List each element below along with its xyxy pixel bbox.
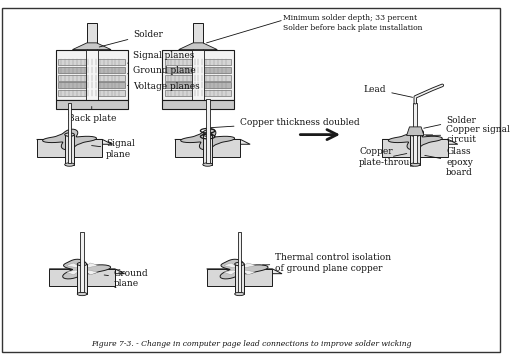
Polygon shape (43, 129, 97, 150)
Bar (77, 264, 87, 294)
Polygon shape (85, 263, 97, 267)
Ellipse shape (410, 163, 420, 166)
Polygon shape (179, 43, 217, 50)
Bar (56, 100, 128, 108)
Bar (86, 50, 98, 100)
Bar (58, 59, 125, 65)
Polygon shape (37, 139, 112, 144)
Polygon shape (224, 270, 237, 275)
Text: Copper thickness doubled: Copper thickness doubled (211, 118, 359, 128)
Polygon shape (49, 269, 115, 286)
Bar (165, 82, 231, 88)
Ellipse shape (203, 163, 213, 166)
Text: Ground plane: Ground plane (127, 66, 196, 75)
Bar (206, 99, 210, 163)
Polygon shape (382, 139, 448, 157)
Polygon shape (67, 263, 79, 267)
Text: Copper signal
circuit: Copper signal circuit (426, 125, 510, 144)
Bar (413, 103, 417, 163)
Bar (410, 135, 420, 165)
Text: Minimum solder depth; 33 percent
Solder before back plate installation: Minimum solder depth; 33 percent Solder … (283, 14, 422, 32)
Polygon shape (243, 263, 255, 267)
Polygon shape (206, 269, 272, 286)
Polygon shape (85, 270, 97, 275)
Bar (162, 50, 234, 100)
Bar (56, 50, 128, 100)
Ellipse shape (64, 163, 74, 166)
Bar (193, 23, 203, 50)
Text: Back plate: Back plate (68, 107, 116, 123)
Polygon shape (220, 259, 268, 279)
Bar (165, 75, 231, 81)
Text: Solder: Solder (424, 116, 476, 128)
Polygon shape (67, 270, 79, 275)
Polygon shape (243, 270, 255, 275)
Polygon shape (72, 43, 111, 50)
Text: Thermal control isolation
of ground plane copper: Thermal control isolation of ground plan… (263, 253, 392, 273)
Text: Figure 7-3. - Change in computer page lead connections to improve solder wicking: Figure 7-3. - Change in computer page le… (91, 340, 411, 348)
Polygon shape (175, 139, 250, 144)
Bar (58, 75, 125, 81)
Ellipse shape (235, 292, 244, 296)
Polygon shape (175, 139, 240, 157)
Text: Voltage planes: Voltage planes (127, 82, 200, 91)
Polygon shape (63, 259, 111, 279)
Text: Glass
epoxy
board: Glass epoxy board (425, 147, 473, 177)
Bar (58, 82, 125, 88)
Bar (68, 103, 71, 163)
Bar (165, 59, 231, 65)
Bar (80, 232, 84, 292)
Polygon shape (37, 139, 102, 157)
Bar (58, 67, 125, 73)
Polygon shape (407, 127, 424, 136)
Ellipse shape (410, 133, 420, 136)
Polygon shape (49, 269, 125, 274)
Bar (203, 135, 213, 165)
Bar (162, 100, 234, 108)
Bar (238, 232, 241, 292)
Text: Signal
plane: Signal plane (92, 139, 135, 159)
Bar (165, 67, 231, 73)
Bar (87, 23, 97, 50)
Ellipse shape (77, 262, 87, 266)
Bar (235, 264, 244, 294)
Text: Solder: Solder (99, 30, 163, 47)
Polygon shape (206, 269, 282, 274)
Bar (58, 90, 125, 96)
Bar (165, 90, 231, 96)
Polygon shape (180, 129, 235, 150)
Ellipse shape (203, 133, 213, 136)
Polygon shape (388, 129, 443, 150)
Text: Signal planes: Signal planes (127, 51, 194, 63)
Ellipse shape (64, 133, 74, 136)
Text: Lead: Lead (364, 85, 412, 97)
Text: Copper
plate-through: Copper plate-through (359, 147, 422, 167)
Text: Ground
plane: Ground plane (104, 269, 149, 288)
Polygon shape (382, 139, 458, 144)
Ellipse shape (235, 262, 244, 266)
Ellipse shape (77, 292, 87, 296)
Bar (192, 50, 204, 100)
Bar (64, 135, 74, 165)
Polygon shape (224, 263, 237, 267)
